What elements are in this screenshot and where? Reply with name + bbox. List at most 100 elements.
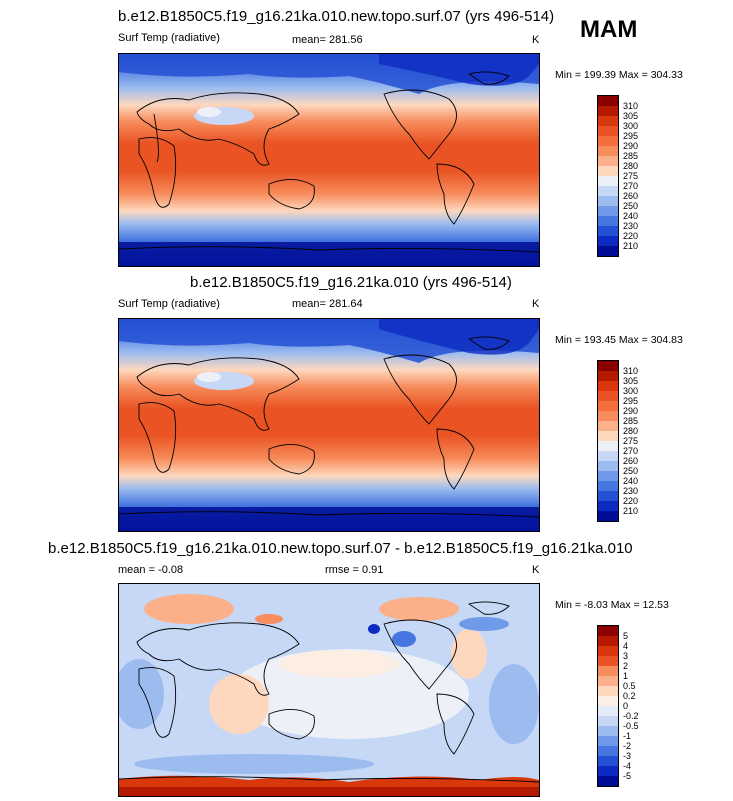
panel-2-colorbar-swatch	[598, 421, 618, 431]
colorbar-label: 300	[623, 121, 639, 131]
colorbar-label: 260	[623, 456, 639, 466]
colorbar-label: 280	[623, 426, 639, 436]
panel-2-colorbar-swatch	[598, 451, 618, 461]
colorbar-label: 280	[623, 161, 639, 171]
season-label: MAM	[580, 16, 638, 43]
colorbar-label: -2	[623, 741, 632, 751]
colorbar-label: -5	[623, 771, 632, 781]
colorbar-label: 285	[623, 416, 639, 426]
panel-1-colorbar-swatch	[598, 126, 618, 136]
panel-3-colorbar	[597, 625, 619, 787]
panel-3-rmse: rmse = 0.91	[325, 564, 384, 576]
colorbar-label: 285	[623, 151, 639, 161]
panel-3-mean: mean = -0.08	[118, 564, 184, 576]
panel-2-colorbar-swatch	[598, 371, 618, 381]
colorbar-label: 240	[623, 211, 639, 221]
panel-1-colorbar-swatch	[598, 196, 618, 206]
colorbar-label: 260	[623, 191, 639, 201]
panel-2-colorbar-swatch	[598, 501, 618, 511]
colorbar-label: 270	[623, 446, 639, 456]
colorbar-label: 310	[623, 366, 639, 376]
panel-3-colorbar-swatch	[598, 636, 618, 646]
colorbar-label: 210	[623, 241, 639, 251]
panel-1-colorbar-swatch	[598, 246, 618, 256]
panel-1-colorbar-swatch	[598, 156, 618, 166]
panel-3-colorbar-swatch	[598, 716, 618, 726]
panel-1-colorbar-swatch	[598, 186, 618, 196]
panel-2-mean: mean= 281.64	[292, 298, 363, 310]
panel-3-colorbar-swatch	[598, 746, 618, 756]
panel-1-colorbar-swatch	[598, 176, 618, 186]
panel-1-title: b.e12.B1850C5.f19_g16.21ka.010.new.topo.…	[118, 8, 555, 25]
panel-2-units: K	[532, 298, 540, 310]
panel-1-colorbar-swatch	[598, 116, 618, 126]
colorbar-label: 295	[623, 131, 639, 141]
colorbar-label: 210	[623, 506, 639, 516]
panel-1-variable: Surf Temp (radiative)	[118, 32, 220, 44]
colorbar-label: 5	[623, 631, 629, 641]
colorbar-label: -0.2	[623, 711, 639, 721]
panel-3-colorbar-swatch	[598, 626, 618, 636]
panel-1-colorbar-labels: 310 305 300 295 290 285 280 275 270 260 …	[623, 101, 638, 251]
panel-3-colorbar-swatch	[598, 726, 618, 736]
colorbar-label: -4	[623, 761, 632, 771]
panel-1-minmax: Min = 199.39 Max = 304.33	[555, 69, 683, 81]
panel-2-minmax: Min = 193.45 Max = 304.83	[555, 334, 683, 346]
colorbar-label: 1	[623, 671, 629, 681]
panel-2-colorbar-labels: 310 305 300 295 290 285 280 275 270 260 …	[623, 366, 638, 516]
panel-1-colorbar	[597, 95, 619, 257]
panel-1-units: K	[532, 34, 540, 46]
panel-1-colorbar-swatch	[598, 146, 618, 156]
panel-2-variable: Surf Temp (radiative)	[118, 298, 220, 310]
colorbar-label: 220	[623, 231, 639, 241]
colorbar-label: -1	[623, 731, 632, 741]
panel-2-colorbar-swatch	[598, 381, 618, 391]
panel-2-colorbar-swatch	[598, 471, 618, 481]
panel-3-map-svg	[119, 584, 539, 796]
panel-3-colorbar-swatch	[598, 776, 618, 786]
colorbar-label: 250	[623, 201, 639, 211]
panel-2-colorbar-swatch	[598, 481, 618, 491]
colorbar-label: 0.5	[623, 681, 636, 691]
colorbar-label: 295	[623, 396, 639, 406]
panel-3-colorbar-swatch	[598, 676, 618, 686]
panel-3-colorbar-swatch	[598, 686, 618, 696]
panel-1-colorbar-swatch	[598, 216, 618, 226]
panel-3-colorbar-swatch	[598, 666, 618, 676]
panel-1-colorbar-swatch	[598, 166, 618, 176]
panel-3-colorbar-swatch	[598, 696, 618, 706]
panel-2-colorbar-swatch	[598, 491, 618, 501]
colorbar-label: 220	[623, 496, 639, 506]
panel-2-colorbar-swatch	[598, 411, 618, 421]
panel-2-coastlines	[119, 336, 539, 518]
panel-3-coastlines	[119, 601, 539, 783]
panel-2-colorbar	[597, 360, 619, 522]
panel-1-colorbar-swatch	[598, 96, 618, 106]
colorbar-label: 275	[623, 436, 639, 446]
panel-3-colorbar-swatch	[598, 706, 618, 716]
panel-2-colorbar-swatch	[598, 441, 618, 451]
panel-1-coastlines	[119, 71, 539, 253]
colorbar-label: 4	[623, 641, 629, 651]
panel-2-title: b.e12.B1850C5.f19_g16.21ka.010 (yrs 496-…	[190, 274, 512, 291]
colorbar-label: 290	[623, 141, 639, 151]
panel-1-map-svg	[119, 54, 539, 266]
panel-1-colorbar-swatch	[598, 136, 618, 146]
colorbar-label: -3	[623, 751, 632, 761]
colorbar-label: 2	[623, 661, 629, 671]
panel-2-colorbar-swatch	[598, 511, 618, 521]
colorbar-label: 230	[623, 221, 639, 231]
panel-2-colorbar-swatch	[598, 401, 618, 411]
panel-1-mean: mean= 281.56	[292, 34, 363, 46]
colorbar-label: 305	[623, 376, 639, 386]
panel-1-map	[118, 53, 540, 267]
colorbar-label: 305	[623, 111, 639, 121]
panel-2-colorbar-swatch	[598, 461, 618, 471]
colorbar-label: 270	[623, 181, 639, 191]
colorbar-label: 300	[623, 386, 639, 396]
colorbar-label: 0.2	[623, 691, 636, 701]
panel-3-colorbar-swatch	[598, 736, 618, 746]
panel-2-map-svg	[119, 319, 539, 531]
panel-2-colorbar-swatch	[598, 361, 618, 371]
colorbar-label: 275	[623, 171, 639, 181]
